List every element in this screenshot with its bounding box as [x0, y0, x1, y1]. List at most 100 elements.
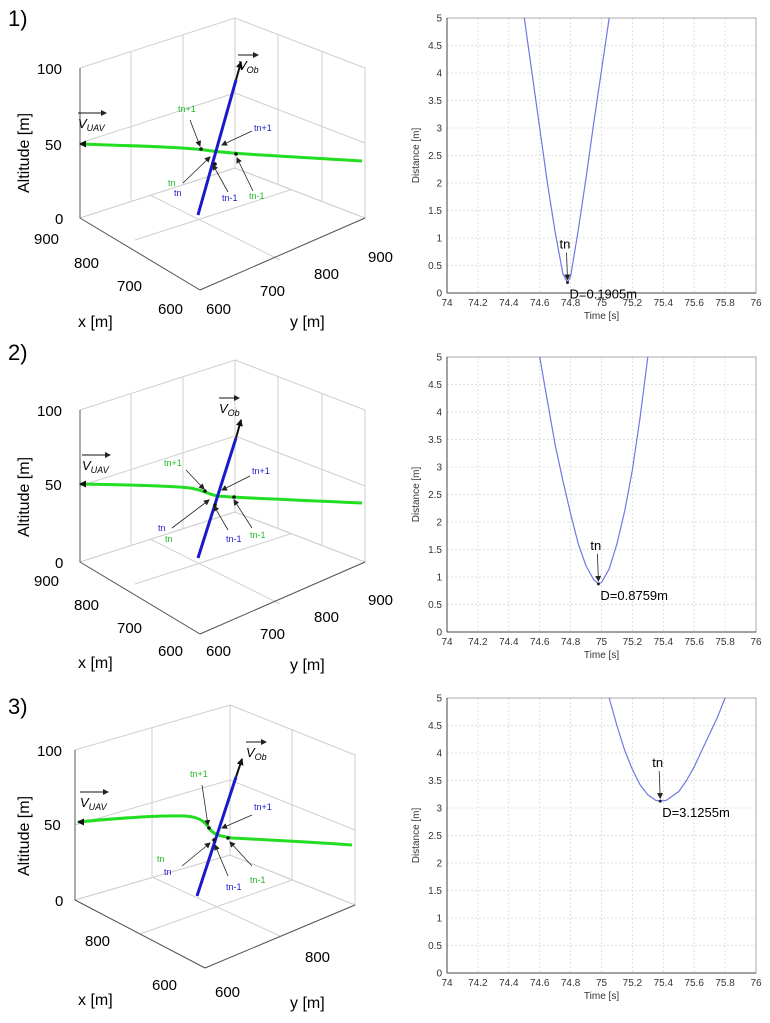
y-axis-label: y [m] [290, 657, 325, 674]
green-label-current: tn [157, 854, 165, 864]
x-tick: 700 [117, 620, 142, 637]
x-axis-title: Time [s] [584, 991, 619, 1002]
x-tick-label: 74.4 [499, 978, 519, 989]
y-axis-label: y [m] [290, 314, 325, 331]
y-tick: 900 [368, 592, 393, 609]
y-axis [204, 904, 356, 969]
x-axis-label: x [m] [78, 655, 113, 672]
x-tick-label: 75.4 [654, 298, 674, 309]
y-tick: 800 [314, 609, 339, 626]
y-tick-label: 3 [436, 463, 442, 474]
y-axis [199, 217, 366, 291]
box-axes [74, 750, 356, 969]
y-tick-label: 1 [436, 914, 442, 925]
y-tick-label: 3 [436, 804, 442, 815]
x-tick: 600 [158, 643, 183, 660]
y-tick-label: 3.5 [428, 776, 442, 787]
y-tick: 800 [305, 949, 330, 966]
x-tick-label: 74.4 [499, 298, 519, 309]
vector-ob-text: VOb [238, 58, 259, 75]
x-tick-label: 75.4 [654, 637, 674, 648]
tn-annotation: tn [590, 538, 601, 553]
pointer-arrow [213, 505, 229, 531]
y-tick-label: 0 [436, 969, 442, 980]
uav-marker [232, 495, 236, 499]
grid-line [151, 876, 281, 937]
distance-chart: 74 74.2 74.4 74.6 74.8 75 75.2 75.4 75.6 75.8 76 0 0… [411, 353, 762, 662]
vector-uav-text: VUAV [78, 116, 106, 133]
y-axis-title: Distance [m] [411, 466, 422, 522]
pointer-arrow [221, 814, 253, 829]
green-label-next: tn+1 [190, 769, 208, 779]
pointer-arrow [201, 784, 211, 826]
vector-uav-label: VUAV [80, 789, 109, 812]
grid-line [79, 435, 236, 487]
y-tick-label: 5 [436, 353, 442, 364]
y-tick: 600 [206, 301, 231, 318]
obstacle-direction-arrow [235, 61, 243, 81]
z-tick: 0 [55, 555, 63, 572]
obstacle-marker [212, 838, 216, 842]
min-pointer-arrow [657, 771, 664, 800]
vector-uav-label: VUAV [78, 110, 107, 133]
y-axis-label: y [m] [290, 995, 325, 1012]
x-tick-label: 75.2 [623, 298, 643, 309]
panel-label: 3) [8, 694, 28, 719]
x-tick-label: 75.2 [623, 978, 643, 989]
y-tick-label: 2 [436, 179, 442, 190]
vector-ob-label: VOb [246, 739, 267, 762]
uav-path [79, 482, 363, 505]
obstacle-path [196, 79, 238, 216]
pointer-arrows [171, 469, 253, 531]
distance-chart: 74 74.2 74.4 74.6 74.8 75 75.2 75.4 75.6 75.8 76 0 0… [411, 694, 762, 1003]
y-tick-label: 1.5 [428, 886, 442, 897]
x-tick-label: 74.6 [530, 978, 550, 989]
panel-label: 1) [8, 6, 28, 31]
obstacle-marker [213, 162, 217, 166]
pointer-arrow [214, 844, 229, 877]
x-tick: 600 [158, 301, 183, 318]
x-tick-label: 75 [596, 978, 608, 989]
y-tick: 600 [215, 984, 240, 1001]
x-tick-label: 75.2 [623, 637, 643, 648]
y-tick: 800 [314, 266, 339, 283]
x-axis [79, 217, 201, 291]
blue-label-next: tn+1 [254, 123, 272, 133]
x-tick-label: 74.2 [468, 637, 488, 648]
plot3d: tn+1 tn+1 tn tn tn-1 tn-1 VOb VUAV 100 5… [16, 704, 357, 1012]
y-tick-label: 0.5 [428, 261, 442, 272]
pointer-arrow [182, 156, 211, 184]
obstacle-path [195, 776, 238, 897]
x-tick-label: 74.2 [468, 298, 488, 309]
uav-marker [234, 152, 238, 156]
y-tick: 700 [260, 626, 285, 643]
blue-label-current: tn [158, 523, 166, 533]
y-tick-label: 2.5 [428, 151, 442, 162]
green-label-previous: tn-1 [250, 875, 266, 885]
vector-uav-text: VUAV [80, 795, 108, 812]
pointer-arrow [221, 130, 253, 146]
y-tick: 600 [206, 643, 231, 660]
x-tick-label: 75 [596, 637, 608, 648]
y-tick-label: 2 [436, 859, 442, 870]
x-tick: 900 [34, 231, 59, 248]
pointer-arrow [181, 842, 211, 867]
y-tick-label: 4 [436, 408, 442, 419]
chart-body: 74 74.2 74.4 74.6 74.8 75 75.2 75.4 75.6 75.8 76 0 0… [411, 694, 762, 1003]
uav-marker [226, 836, 230, 840]
blue-label-previous: tn-1 [222, 193, 238, 203]
x-tick-label: 75.8 [715, 298, 735, 309]
uav-path [79, 142, 363, 163]
green-label-previous: tn-1 [250, 530, 266, 540]
obstacle-path [196, 437, 238, 559]
blue-label-current: tn [174, 188, 182, 198]
uav-marker [203, 489, 207, 493]
y-tick: 700 [260, 283, 285, 300]
y-axis-title: Distance [m] [411, 127, 422, 183]
x-tick-label: 75 [596, 298, 608, 309]
y-tick: 900 [368, 249, 393, 266]
x-tick: 800 [74, 255, 99, 272]
distance-annotation: D=0.1905m [570, 287, 638, 302]
tn-annotation: tn [652, 755, 663, 770]
box-grid [78, 17, 367, 291]
